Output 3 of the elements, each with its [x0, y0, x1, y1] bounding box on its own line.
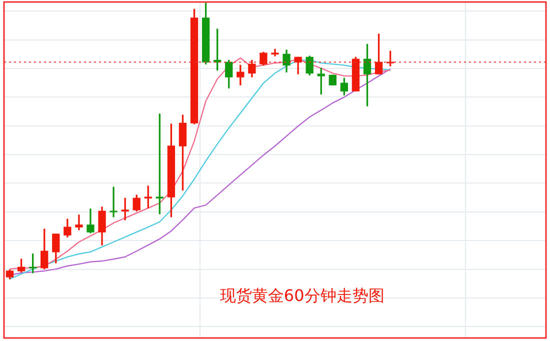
text: 现货黄金60分钟走势图	[220, 286, 384, 306]
candlestick	[110, 186, 118, 218]
candlestick	[75, 214, 83, 230]
